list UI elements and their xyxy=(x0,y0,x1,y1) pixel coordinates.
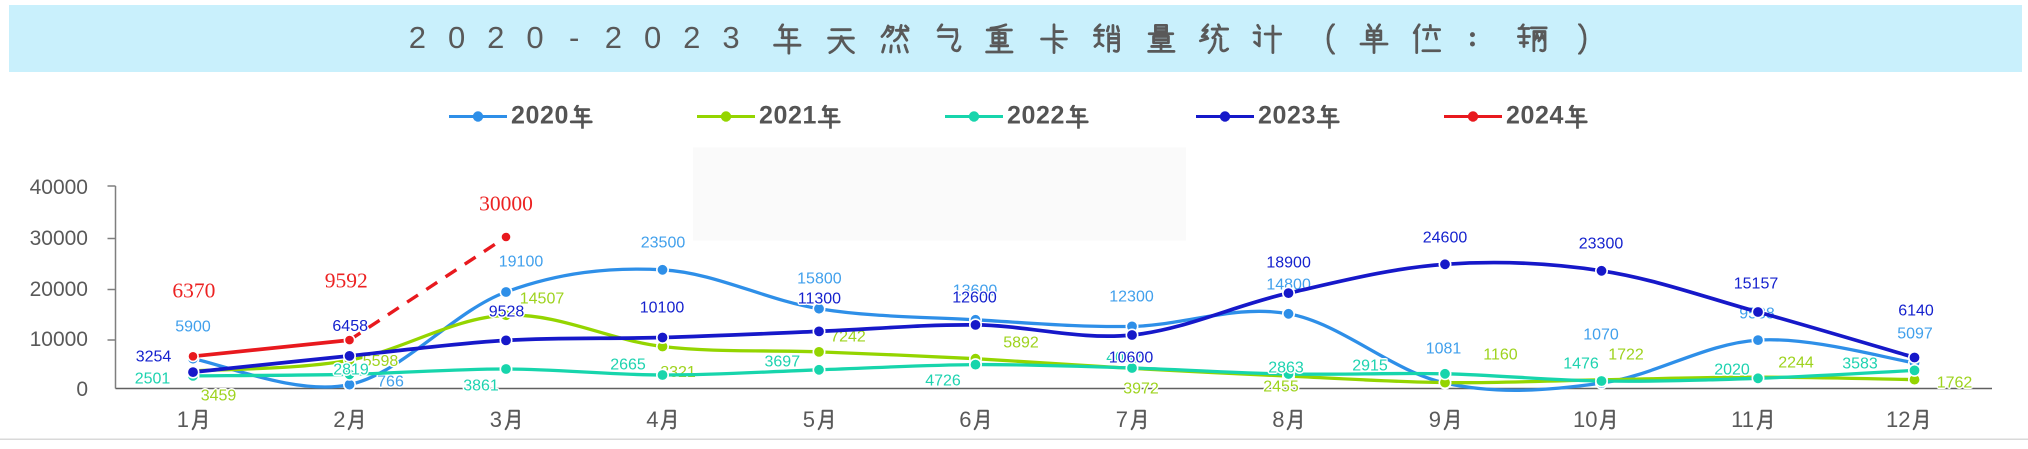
svg-text:6458: 6458 xyxy=(332,318,368,335)
svg-text:766: 766 xyxy=(377,374,404,391)
svg-text:5598: 5598 xyxy=(363,353,399,370)
